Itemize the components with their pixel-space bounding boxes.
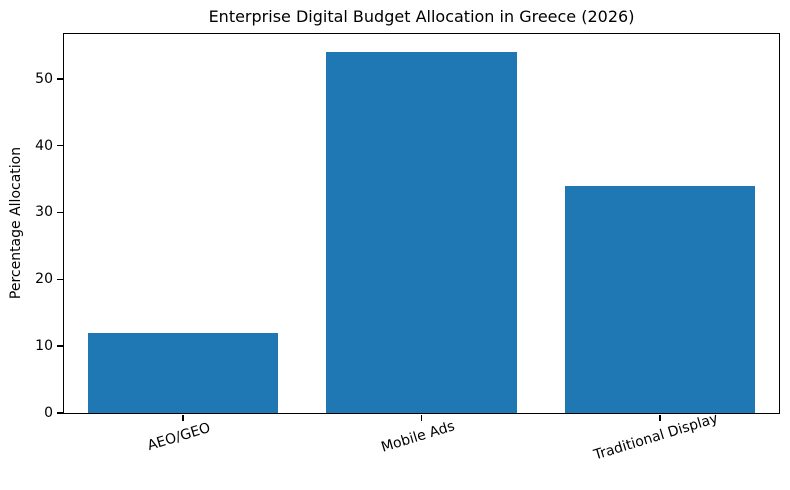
bar-aeo-geo <box>87 332 279 413</box>
y-tick-label: 30 <box>35 204 53 221</box>
x-tick-mark <box>182 414 184 421</box>
y-tick-mark <box>56 211 63 214</box>
y-tick-mark <box>56 345 63 347</box>
y-tick-mark <box>56 144 63 147</box>
y-tick-label: 10 <box>35 338 53 355</box>
y-axis-label: Percentage Allocation <box>8 146 24 300</box>
y-tick-label: 20 <box>35 271 53 288</box>
x-tick-mark <box>659 414 661 421</box>
x-tick-label-mobile-ads: Mobile Ads <box>378 418 457 456</box>
chart-title: Enterprise Digital Budget Allocation in … <box>208 7 635 26</box>
x-tick-mark <box>420 414 423 421</box>
y-tick-mark <box>56 412 63 414</box>
x-tick-label-aeo-geo: AEO/GEO <box>145 419 213 455</box>
bar-traditional-display <box>564 185 756 413</box>
y-tick-mark <box>56 278 63 281</box>
y-tick-label: 40 <box>35 137 53 154</box>
y-tick-mark <box>56 78 63 80</box>
x-tick-label-traditional-display: Traditional Display <box>591 410 720 464</box>
plot-area: 0 10 20 30 40 50 AEO/GEO Mobile Ads Traditional … <box>35 33 780 464</box>
y-tick-label: 50 <box>35 70 53 87</box>
y-tick-label: 0 <box>44 405 53 421</box>
bar-mobile-ads <box>326 52 517 413</box>
